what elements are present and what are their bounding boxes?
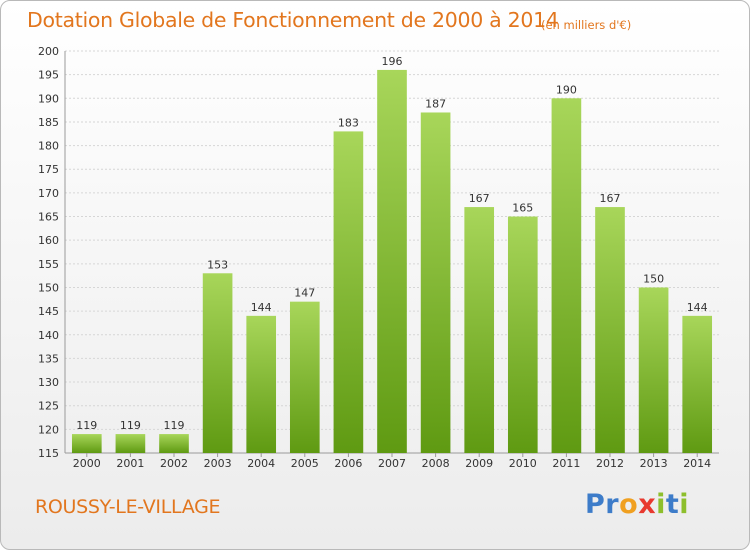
bar [507, 216, 538, 453]
bar-value-label: 167 [469, 192, 490, 205]
bar-value-label: 119 [76, 419, 97, 432]
bar-value-label: 183 [338, 116, 359, 129]
bar-value-label: 165 [512, 202, 533, 215]
x-tick-label: 2009 [465, 457, 493, 470]
bar [246, 315, 277, 453]
bar-value-label: 153 [207, 258, 228, 271]
bar-value-label: 147 [294, 287, 315, 300]
chart-unit: (en milliers d'€) [541, 18, 632, 32]
x-tick-label: 2008 [422, 457, 450, 470]
logo-letter: i [679, 489, 690, 520]
y-tick-label: 165 [38, 211, 59, 224]
x-tick-label: 2000 [73, 457, 101, 470]
y-tick-label: 195 [38, 69, 59, 82]
x-tick-label: 2005 [291, 457, 319, 470]
x-tick-label: 2001 [116, 457, 144, 470]
x-tick-label: 2012 [596, 457, 624, 470]
y-tick-label: 200 [38, 45, 59, 58]
logo-letter: r [605, 489, 620, 520]
bar [289, 301, 320, 453]
x-tick-label: 2006 [334, 457, 362, 470]
x-tick-label: 2010 [509, 457, 537, 470]
bar [682, 315, 713, 453]
bar-value-label: 119 [164, 419, 185, 432]
bar [551, 98, 582, 453]
x-tick-label: 2003 [204, 457, 232, 470]
x-tick-label: 2011 [552, 457, 580, 470]
y-tick-label: 120 [38, 423, 59, 436]
y-tick-label: 130 [38, 376, 59, 389]
y-tick-label: 125 [38, 400, 59, 413]
bar-value-label: 119 [120, 419, 141, 432]
bar-value-label: 190 [556, 83, 577, 96]
x-tick-label: 2004 [247, 457, 275, 470]
y-tick-label: 170 [38, 187, 59, 200]
logo-letter: i [656, 489, 666, 520]
logo-letter: P [585, 489, 606, 520]
y-tick-label: 150 [38, 281, 59, 294]
y-tick-label: 190 [38, 92, 59, 105]
y-tick-label: 140 [38, 329, 59, 342]
bar-value-label: 196 [382, 55, 403, 68]
proxiti-logo: Proxiti [585, 489, 689, 520]
x-tick-label: 2014 [683, 457, 711, 470]
bar [638, 287, 669, 453]
bar-value-label: 144 [687, 301, 708, 314]
bar [115, 434, 146, 453]
bar [377, 69, 407, 453]
bar [202, 273, 233, 453]
bar [420, 112, 451, 453]
bar [464, 207, 495, 453]
x-tick-label: 2013 [640, 457, 668, 470]
y-tick-label: 115 [38, 447, 59, 460]
y-tick-label: 185 [38, 116, 59, 129]
bar-value-label: 144 [251, 301, 272, 314]
y-tick-label: 135 [38, 352, 59, 365]
logo-letter: o [619, 489, 639, 520]
logo-letter: t [665, 489, 680, 520]
bar [71, 434, 102, 453]
x-tick-label: 2002 [160, 457, 188, 470]
bar-value-label: 150 [643, 272, 664, 285]
bar [333, 131, 364, 453]
bar-value-label: 167 [600, 192, 621, 205]
y-tick-label: 160 [38, 234, 59, 247]
chart-title: Dotation Globale de Fonctionnement de 20… [27, 8, 559, 32]
bar [159, 434, 189, 453]
y-tick-label: 145 [38, 305, 59, 318]
bar-value-label: 187 [425, 97, 446, 110]
y-tick-label: 180 [38, 140, 59, 153]
y-tick-label: 175 [38, 163, 59, 176]
y-tick-label: 155 [38, 258, 59, 271]
commune-name: ROUSSY-LE-VILLAGE [35, 496, 221, 518]
bar [595, 207, 625, 453]
x-tick-label: 2007 [378, 457, 406, 470]
logo-letter: x [638, 489, 657, 520]
